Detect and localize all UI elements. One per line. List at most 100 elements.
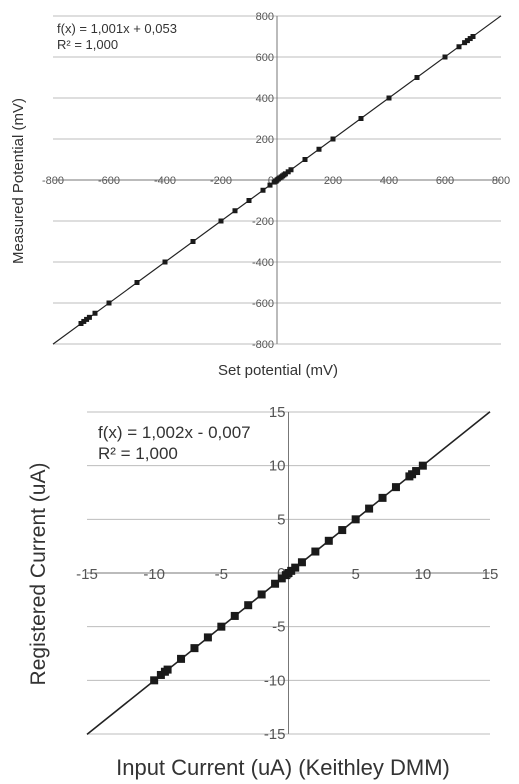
c1-data-point <box>190 239 196 244</box>
c2-data-point <box>412 467 421 476</box>
c2-y-tick-label: -5 <box>272 619 285 636</box>
c1-data-point <box>106 300 112 306</box>
c2-y-tick-label: -15 <box>264 726 286 743</box>
chart1-data-points <box>78 34 476 326</box>
c1-data-point <box>92 310 98 316</box>
chart1-x-axis-label: Set potential (mV) <box>218 362 338 379</box>
c1-data-point <box>81 318 87 324</box>
c2-data-point <box>418 461 427 470</box>
c2-data-point <box>217 622 226 631</box>
c1-data-point <box>86 314 92 320</box>
chart2-x-axis-label: Input Current (uA) (Keithley DMM) <box>116 755 450 780</box>
c2-y-tick-label: 10 <box>269 458 286 475</box>
c2-y-tick-label: 15 <box>269 404 286 421</box>
c2-data-point <box>177 654 186 663</box>
c2-x-tick-label: 5 <box>351 566 359 583</box>
c2-data-point <box>271 579 280 588</box>
c1-data-point <box>288 167 294 173</box>
c2-x-tick-label: 10 <box>414 566 431 583</box>
c1-y-tick-label: -600 <box>252 298 274 310</box>
c1-data-point <box>246 198 252 203</box>
c2-data-point <box>338 526 347 535</box>
c1-data-point <box>267 182 273 188</box>
chart2-data-points <box>150 461 427 685</box>
chart1-x-tick-labels: -800 -600 -400 -200 0 200 400 600 800 <box>42 175 510 187</box>
c2-data-point <box>277 574 286 583</box>
c1-x-tick-label: 400 <box>380 175 398 187</box>
chart1-annotation-r2: R² = 1,000 <box>57 37 118 52</box>
c2-x-tick-label: -5 <box>215 566 228 583</box>
c1-data-point <box>285 169 291 175</box>
c1-data-point <box>467 36 473 42</box>
c1-x-tick-label: -800 <box>42 175 64 187</box>
c1-data-point <box>442 54 448 60</box>
c2-x-tick-label: 15 <box>482 566 499 583</box>
c2-data-point <box>291 563 300 572</box>
c2-data-point <box>244 601 253 610</box>
c1-data-point <box>78 321 84 326</box>
c2-data-point <box>365 504 374 513</box>
c1-data-point <box>134 280 140 285</box>
c2-data-point <box>324 536 333 545</box>
chart2-annotation-equation: f(x) = 1,002x - 0,007 <box>98 423 251 442</box>
c2-y-tick-label: -10 <box>264 672 286 689</box>
c1-y-tick-label: 800 <box>256 11 274 23</box>
c2-data-point <box>378 493 387 502</box>
c1-x-tick-label: 200 <box>324 175 342 187</box>
c2-data-point <box>391 483 400 492</box>
c1-y-tick-label: -400 <box>252 257 274 269</box>
c1-data-point <box>414 75 420 80</box>
c1-data-point <box>316 146 322 152</box>
c1-data-point <box>162 259 168 265</box>
c2-data-point <box>203 633 212 642</box>
chart-current: -15 -10 -5 0 5 10 15 -15 -10 -5 0 5 10 15 f(x) = 1,0… <box>27 404 498 780</box>
chart1-y-axis-label: Measured Potential (mV) <box>10 98 27 264</box>
c1-x-tick-label: 800 <box>492 175 510 187</box>
chart-potential: -800 -600 -400 -200 0 200 400 600 800 -800 -600 -4… <box>10 11 510 379</box>
c1-data-point <box>462 40 468 46</box>
c1-x-tick-label: -400 <box>154 175 176 187</box>
c1-data-point <box>386 95 392 101</box>
c1-y-tick-label: -200 <box>252 216 274 228</box>
chart2-x-tick-labels: -15 -10 -5 0 5 10 15 <box>76 566 498 583</box>
c1-x-tick-label: -600 <box>98 175 120 187</box>
c2-data-point <box>351 515 360 524</box>
c1-data-point <box>84 316 90 322</box>
c2-data-point <box>156 670 165 679</box>
c1-y-tick-label: 400 <box>256 93 274 105</box>
c1-data-point <box>232 208 238 214</box>
c1-data-point <box>302 157 308 162</box>
c2-data-point <box>287 566 296 575</box>
c1-data-point <box>456 44 462 50</box>
c1-data-point <box>470 34 476 39</box>
c2-data-point <box>311 547 320 556</box>
c2-y-tick-label: 0 <box>277 565 285 582</box>
c1-y-tick-label: 600 <box>256 52 274 64</box>
c2-y-tick-label: 5 <box>277 511 285 528</box>
c1-x-tick-label: -200 <box>210 175 232 187</box>
c1-data-point <box>282 171 288 177</box>
c2-x-tick-label: -10 <box>143 566 165 583</box>
c1-data-point <box>464 38 470 44</box>
c1-data-point <box>218 218 224 224</box>
c2-data-point <box>230 611 239 620</box>
c2-x-tick-label: -15 <box>76 566 98 583</box>
c1-y-tick-label: -800 <box>252 339 274 351</box>
c1-y-tick-label: 200 <box>256 134 274 146</box>
chart1-annotation-equation: f(x) = 1,001x + 0,053 <box>57 21 177 36</box>
c1-data-point <box>330 136 336 142</box>
c1-data-point <box>260 187 266 193</box>
c2-data-point <box>190 644 199 653</box>
c1-x-tick-label: 600 <box>436 175 454 187</box>
c2-data-point <box>257 590 266 599</box>
chart2-y-axis-label: Registered Current (uA) <box>27 463 50 686</box>
c1-y-tick-label: 0 <box>268 175 274 187</box>
c2-data-point <box>150 676 159 685</box>
c1-data-point <box>358 116 364 121</box>
c2-data-point <box>408 470 417 479</box>
chart1-y-tick-labels: -800 -600 -400 -200 0 200 400 600 800 <box>252 11 274 351</box>
chart2-annotation-r2: R² = 1,000 <box>98 444 178 463</box>
c2-data-point <box>163 665 172 674</box>
chart2-y-tick-labels: -15 -10 -5 0 5 10 15 <box>264 404 286 743</box>
